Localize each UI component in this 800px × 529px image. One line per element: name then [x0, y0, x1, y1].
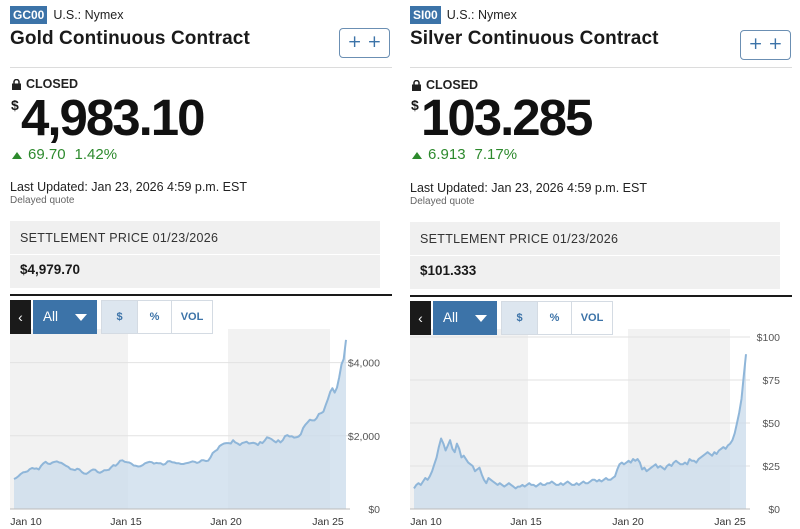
delayed-quote-note: Delayed quote — [410, 196, 475, 207]
settlement-box: SETTLEMENT PRICE 01/23/2026 $101.333 — [410, 222, 780, 289]
y-tick-label: $25 — [762, 461, 780, 473]
currency-symbol: $ — [11, 97, 19, 113]
toggle-percent[interactable]: % — [137, 300, 172, 334]
toggle-volume[interactable]: VOL — [171, 300, 213, 334]
change-percent: 7.17% — [474, 146, 518, 163]
settlement-value: $101.333 — [420, 263, 477, 278]
chart-canvas: $100 $75 $50 $25 $0 Jan 10 Jan 15 Jan 20 Jan 25 — [410, 329, 781, 528]
y-tick-label: $75 — [762, 375, 780, 387]
range-select[interactable]: All — [33, 300, 97, 334]
ticker-badge[interactable]: SI00 — [410, 6, 441, 24]
y-tick-label: $100 — [757, 332, 781, 344]
caret-down-icon — [475, 315, 487, 322]
range-label: All — [443, 310, 459, 325]
gold-header: GC00 U.S.: Nymex — [10, 5, 124, 25]
caret-down-icon — [75, 314, 87, 321]
price-area — [414, 354, 746, 509]
x-tick-label: Jan 15 — [110, 516, 142, 528]
status-label: CLOSED — [426, 78, 479, 92]
market-status: CLOSED — [12, 77, 78, 91]
price-change: 6.913 7.17% — [412, 146, 517, 163]
panel-gap — [394, 0, 404, 529]
x-tick-label: Jan 15 — [510, 516, 542, 528]
divider — [10, 67, 392, 68]
price-chart: $100 $75 $50 $25 $0 Jan 10 Jan 15 Jan 20 Jan 25 … — [410, 297, 792, 529]
toggle-dollar[interactable]: $ — [101, 300, 138, 334]
range-select[interactable]: All — [433, 301, 497, 335]
y-tick-label: $4,000 — [348, 358, 380, 370]
toggle-percent[interactable]: % — [537, 301, 572, 335]
price-line — [413, 354, 747, 490]
silver-panel: SI00 U.S.: Nymex Silver Continuous Contr… — [400, 0, 792, 529]
contract-name: Silver Continuous Contract — [410, 28, 659, 49]
last-price: 4,983.10 — [21, 89, 206, 146]
y-tick-label: $0 — [768, 504, 780, 516]
gold-panel: GC00 U.S.: Nymex Gold Continuous Contrac… — [0, 0, 392, 529]
settlement-box: SETTLEMENT PRICE 01/23/2026 $4,979.70 — [10, 221, 380, 288]
currency-symbol: $ — [411, 97, 419, 113]
delayed-quote-note: Delayed quote — [10, 195, 75, 206]
exchange-label: U.S.: Nymex — [446, 8, 517, 22]
settlement-label: SETTLEMENT PRICE 01/23/2026 — [420, 232, 619, 246]
market-status: CLOSED — [412, 78, 478, 92]
status-label: CLOSED — [26, 77, 79, 91]
x-tick-label: Jan 10 — [10, 516, 42, 528]
lock-icon — [12, 78, 21, 90]
divider — [10, 254, 380, 255]
ticker-badge[interactable]: GC00 — [10, 6, 48, 24]
add-to-watchlist-button[interactable]: + + — [740, 30, 791, 60]
toggle-volume[interactable]: VOL — [571, 301, 613, 335]
divider — [410, 255, 780, 256]
last-updated: Last Updated: Jan 23, 2026 4:59 p.m. EST — [410, 181, 647, 195]
range-label: All — [43, 309, 59, 324]
chevron-left-icon[interactable]: ‹ — [410, 301, 431, 335]
up-arrow-icon — [12, 151, 22, 159]
divider — [410, 67, 792, 68]
chevron-left-icon[interactable]: ‹ — [10, 300, 31, 334]
change-value: 69.70 — [28, 146, 66, 163]
up-arrow-icon — [412, 151, 422, 159]
price-change: 69.70 1.42% — [12, 146, 117, 163]
toggle-dollar[interactable]: $ — [501, 301, 538, 335]
change-percent: 1.42% — [74, 146, 118, 163]
chart-top-rule — [10, 294, 392, 296]
last-updated: Last Updated: Jan 23, 2026 4:59 p.m. EST — [10, 180, 247, 194]
x-tick-label: Jan 25 — [714, 516, 746, 528]
exchange-label: U.S.: Nymex — [53, 8, 124, 22]
price-area — [14, 339, 346, 509]
silver-header: SI00 U.S.: Nymex — [410, 5, 517, 25]
last-price: 103.285 — [421, 89, 593, 146]
settlement-label: SETTLEMENT PRICE 01/23/2026 — [20, 231, 219, 245]
chart-top-rule — [410, 295, 792, 297]
y-tick-label: $2,000 — [348, 431, 380, 443]
x-tick-label: Jan 20 — [612, 516, 644, 528]
chart-canvas: $4,000 $2,000 $0 Jan 10 Jan 15 Jan 20 Jan 25 — [10, 329, 380, 528]
price-line — [13, 339, 347, 480]
y-tick-label: $50 — [762, 418, 780, 430]
x-tick-label: Jan 10 — [410, 516, 442, 528]
add-to-watchlist-button[interactable]: + + — [339, 28, 390, 58]
x-tick-label: Jan 25 — [312, 516, 344, 528]
price-chart: $4,000 $2,000 $0 Jan 10 Jan 15 Jan 20 Jan 25 ‹… — [10, 297, 392, 529]
lock-icon — [412, 79, 421, 91]
x-tick-label: Jan 20 — [210, 516, 242, 528]
settlement-value: $4,979.70 — [20, 262, 81, 277]
change-value: 6.913 — [428, 146, 466, 163]
y-tick-label: $0 — [368, 504, 380, 516]
contract-name: Gold Continuous Contract — [10, 28, 250, 49]
